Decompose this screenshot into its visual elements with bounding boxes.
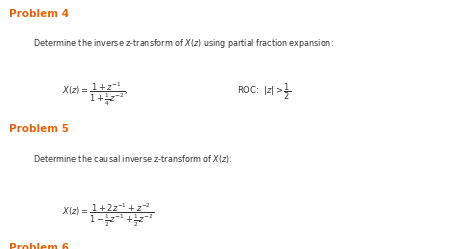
Text: $X(z) = \dfrac{1+2z^{-1}+z^{-2}}{1-\frac{1}{2}z^{-1}+\frac{1}{2}z^{-2}}$: $X(z) = \dfrac{1+2z^{-1}+z^{-2}}{1-\frac… [62,202,154,229]
Text: Problem 5: Problem 5 [9,124,69,134]
Text: ROC:  $| z | > \dfrac{1}{2}$: ROC: $| z | > \dfrac{1}{2}$ [237,81,291,102]
Text: Determine the inverse z-transform of $X(z)$ using partial fraction expansion:: Determine the inverse z-transform of $X(… [33,37,334,50]
Text: Determine the causal inverse z-transform of $X(z)$:: Determine the causal inverse z-transform… [33,153,233,165]
Text: $X(z) = \dfrac{1+z^{-1}}{1+\frac{1}{4}z^{-2}},$: $X(z) = \dfrac{1+z^{-1}}{1+\frac{1}{4}z^… [62,81,128,108]
Text: Problem 6: Problem 6 [9,243,69,249]
Text: Problem 4: Problem 4 [9,9,69,19]
